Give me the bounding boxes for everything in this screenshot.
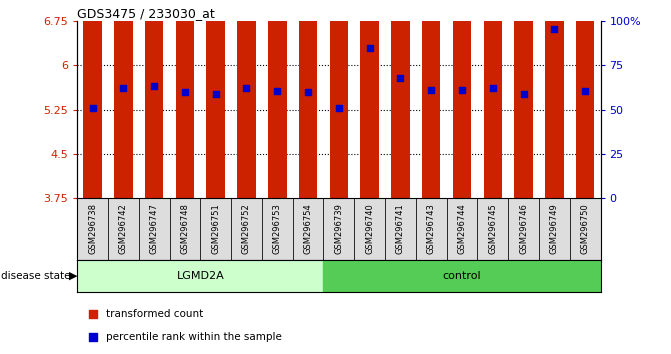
Point (549, 26, 560, 32)
Point (457, 87, 468, 93)
Text: ▶: ▶ (69, 271, 78, 281)
Bar (453, 0, 471, 198)
Text: GSM296740: GSM296740 (365, 203, 374, 254)
Bar (83, 0, 102, 198)
Text: GSM296742: GSM296742 (119, 203, 128, 254)
Point (272, 88, 282, 94)
Point (487, 85, 498, 91)
Point (87, 311, 98, 316)
Point (426, 87, 437, 93)
Text: GSM296752: GSM296752 (242, 203, 251, 254)
Point (518, 91, 529, 97)
Point (87, 105, 98, 111)
Bar (576, 0, 595, 198)
Bar (139, 198, 170, 260)
Bar (262, 198, 293, 260)
Bar (238, 0, 256, 198)
Point (118, 85, 129, 91)
Point (580, 88, 590, 94)
Point (149, 83, 160, 89)
Text: percentile rank within the sample: percentile rank within the sample (106, 332, 282, 342)
Bar (201, 198, 231, 260)
Text: control: control (443, 271, 481, 281)
Bar (391, 0, 410, 198)
Bar (515, 0, 533, 198)
Bar (416, 198, 447, 260)
Bar (108, 198, 139, 260)
Bar (570, 198, 601, 260)
Bar (385, 198, 416, 260)
Bar (539, 198, 570, 260)
Point (364, 45, 375, 51)
Text: GSM296751: GSM296751 (211, 203, 220, 254)
Bar (268, 0, 287, 198)
Text: GSM296753: GSM296753 (273, 203, 282, 254)
Text: GSM296749: GSM296749 (550, 203, 559, 254)
Bar (207, 0, 225, 198)
Text: GSM296754: GSM296754 (303, 203, 313, 254)
Point (395, 76, 406, 81)
Point (180, 89, 191, 95)
Bar (231, 198, 262, 260)
Text: GSM296745: GSM296745 (488, 203, 497, 254)
Text: GSM296750: GSM296750 (580, 203, 590, 254)
Text: GSM296744: GSM296744 (458, 203, 466, 254)
Bar (293, 198, 323, 260)
Text: LGMD2A: LGMD2A (176, 271, 224, 281)
Point (241, 85, 252, 91)
Bar (329, 0, 348, 198)
Point (333, 105, 344, 111)
Bar (323, 198, 354, 260)
Text: GSM296748: GSM296748 (180, 203, 189, 254)
Bar (447, 198, 477, 260)
Text: GSM296746: GSM296746 (519, 203, 528, 254)
Text: GDS3475 / 233030_at: GDS3475 / 233030_at (77, 7, 215, 20)
Bar (484, 0, 502, 198)
Bar (508, 198, 539, 260)
Point (210, 91, 221, 97)
Bar (477, 198, 508, 260)
Text: GSM296741: GSM296741 (396, 203, 405, 254)
Bar (354, 198, 385, 260)
Text: GSM296738: GSM296738 (88, 203, 97, 254)
Text: disease state: disease state (1, 271, 71, 281)
Bar (114, 0, 133, 198)
Bar (77, 198, 108, 260)
Point (87, 334, 98, 339)
Bar (176, 0, 194, 198)
Bar (360, 0, 379, 198)
Text: GSM296739: GSM296739 (334, 203, 344, 254)
Bar (170, 198, 201, 260)
Point (303, 89, 313, 95)
Bar (299, 0, 317, 198)
Text: GSM296743: GSM296743 (427, 203, 435, 254)
Bar (422, 0, 440, 198)
Bar (545, 0, 564, 198)
Text: GSM296747: GSM296747 (150, 203, 158, 254)
Text: transformed count: transformed count (106, 309, 203, 319)
Bar (145, 0, 163, 198)
